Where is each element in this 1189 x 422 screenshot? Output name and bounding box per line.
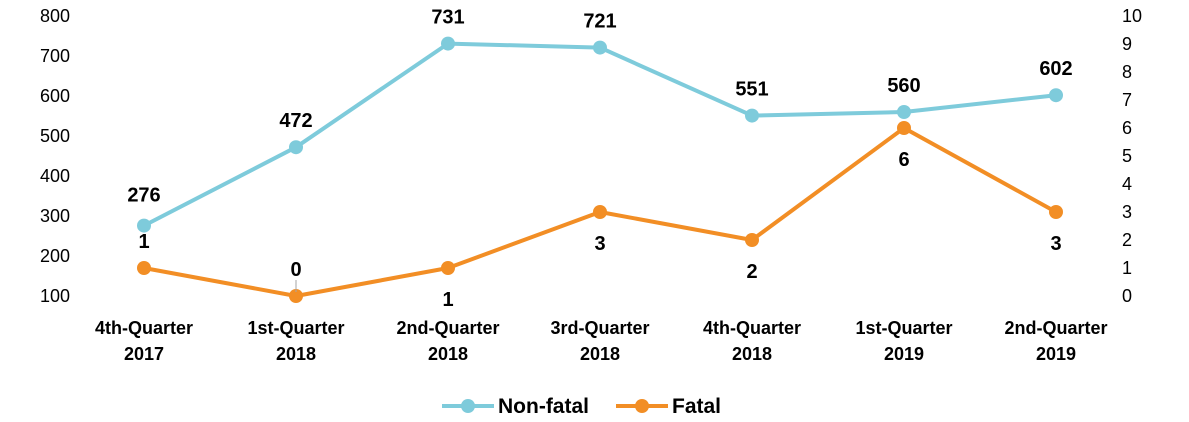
non-fatal-data-label: 602	[1039, 58, 1072, 80]
left-axis-tick-label: 100	[40, 286, 70, 306]
series-layer	[137, 36, 1063, 303]
x-axis-category-label: 2nd-Quarter 2018	[396, 318, 499, 364]
legend-fatal-marker	[635, 399, 649, 413]
x-axis-category-label: 1st-Quarter 2019	[855, 318, 952, 364]
left-axis-tick-label: 700	[40, 46, 70, 66]
left-axis-tick-label: 400	[40, 166, 70, 186]
non-fatal-data-label: 721	[583, 11, 616, 33]
left-axis-tick-label: 200	[40, 246, 70, 266]
right-y-axis: 0 1 2 3 4 5 6 7 8 9 10	[1122, 6, 1142, 306]
left-axis-tick-label: 600	[40, 86, 70, 106]
fatal-point	[593, 205, 607, 219]
left-y-axis: 100 200 300 400 500 600 700 800	[40, 6, 70, 306]
right-axis-tick-label: 9	[1122, 34, 1132, 54]
fatal-data-label: 6	[898, 149, 909, 171]
right-axis-tick-label: 1	[1122, 258, 1132, 278]
right-axis-tick-label: 0	[1122, 286, 1132, 306]
non-fatal-point	[593, 40, 607, 55]
right-axis-tick-label: 3	[1122, 202, 1132, 222]
fatal-data-label: 2	[746, 261, 757, 283]
x-axis-labels: 4th-Quarter 2017 1st-Quarter 2018 2nd-Quarte…	[95, 318, 1108, 364]
x-axis-category-label: 4th-Quarter 2017	[95, 318, 193, 364]
left-axis-tick-label: 800	[40, 6, 70, 26]
fatal-data-label: 1	[138, 231, 149, 253]
non-fatal-point	[745, 108, 759, 123]
non-fatal-point	[289, 140, 303, 155]
x-axis-category-label: 1st-Quarter 2018	[247, 318, 344, 364]
x-axis-category-label: 4th-Quarter 2018	[703, 318, 801, 364]
fatal-point	[441, 261, 455, 275]
non-fatal-data-label: 276	[127, 185, 160, 207]
non-fatal-point	[441, 36, 455, 51]
non-fatal-data-label: 731	[431, 7, 464, 29]
fatal-point	[1049, 205, 1063, 219]
data-labels: 276 472 731 721 551 560 602 1 0 1 3 2 6 3	[127, 7, 1072, 311]
fatal-point	[289, 289, 303, 303]
non-fatal-data-label: 472	[279, 110, 312, 132]
fatal-data-label: 0	[290, 259, 301, 281]
right-axis-tick-label: 7	[1122, 90, 1132, 110]
legend-non-fatal-label: Non-fatal	[498, 395, 589, 418]
legend: Non-fatal Fatal	[442, 395, 721, 418]
left-axis-tick-label: 500	[40, 126, 70, 146]
non-fatal-data-label: 560	[887, 75, 920, 97]
non-fatal-point	[1049, 88, 1063, 103]
right-axis-tick-label: 5	[1122, 146, 1132, 166]
right-axis-tick-label: 4	[1122, 174, 1132, 194]
non-fatal-point	[897, 105, 911, 119]
fatal-point	[897, 121, 911, 135]
left-axis-tick-label: 300	[40, 206, 70, 226]
non-fatal-point	[137, 218, 151, 233]
fatal-data-label: 3	[594, 233, 605, 255]
right-axis-tick-label: 8	[1122, 62, 1132, 82]
right-axis-tick-label: 2	[1122, 230, 1132, 250]
right-axis-tick-label: 6	[1122, 118, 1132, 138]
fatal-data-label: 3	[1050, 233, 1061, 255]
non-fatal-data-label: 551	[735, 79, 768, 101]
fatal-point	[745, 233, 759, 247]
x-axis-category-label: 2nd-Quarter 2019	[1004, 318, 1107, 364]
fatal-point	[137, 261, 151, 275]
fatal-data-label: 1	[442, 289, 453, 311]
legend-fatal-label: Fatal	[672, 395, 721, 418]
x-axis-category-label: 3rd-Quarter 2018	[550, 318, 649, 364]
right-axis-tick-label: 10	[1122, 6, 1142, 26]
legend-non-fatal-marker	[461, 399, 475, 413]
